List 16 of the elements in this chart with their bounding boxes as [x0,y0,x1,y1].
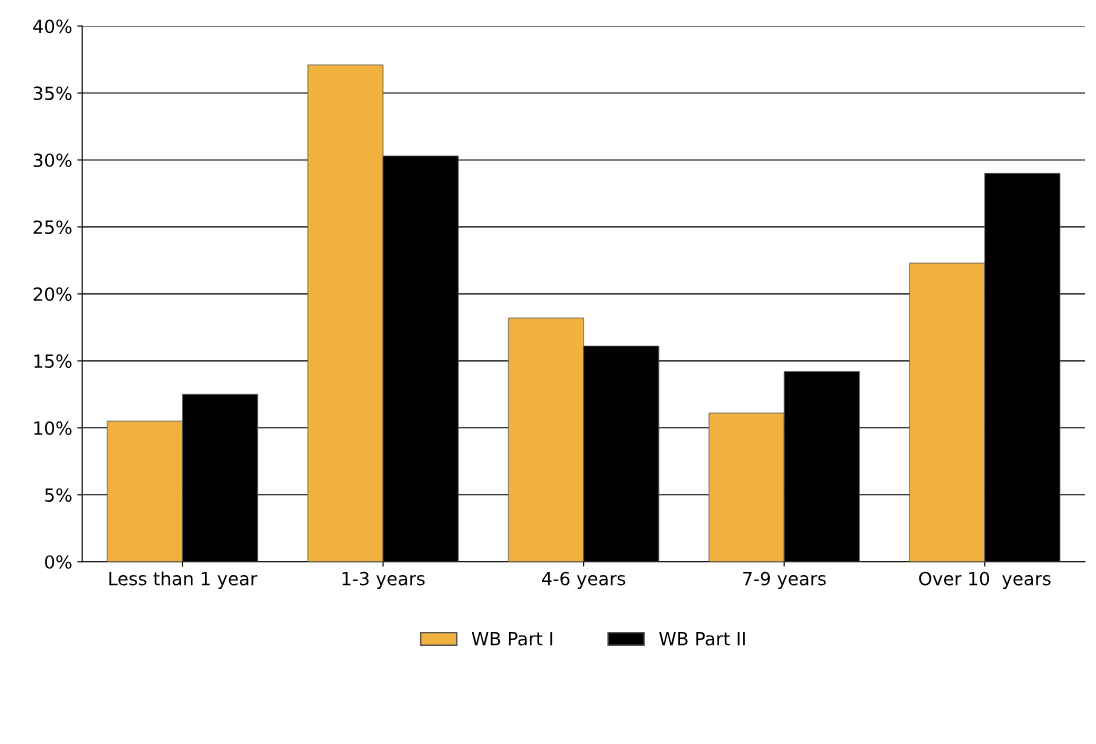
legend-label: WB Part II [659,632,745,646]
x-tick-label: Over 10 years [919,571,1051,589]
y-tick-label: 30% [33,153,72,168]
x-tick-label: 4-6 years [542,571,626,589]
y-tick-label: 20% [33,287,72,301]
x-tick-label: 7-9 years [743,571,826,589]
legend-label: WB Part I [471,632,553,646]
y-tick-label: 40% [33,19,72,34]
x-tick-label: Less than 1 year [109,571,258,589]
y-tick-label: 10% [34,421,72,435]
y-tick-label: 15% [34,354,72,368]
y-tick-label: 0% [45,555,72,569]
y-tick-label: 5% [45,488,72,502]
y-tick-label: 25% [33,220,72,235]
y-tick-label: 35% [33,86,72,101]
x-tick-label: 1-3 years [342,571,425,589]
